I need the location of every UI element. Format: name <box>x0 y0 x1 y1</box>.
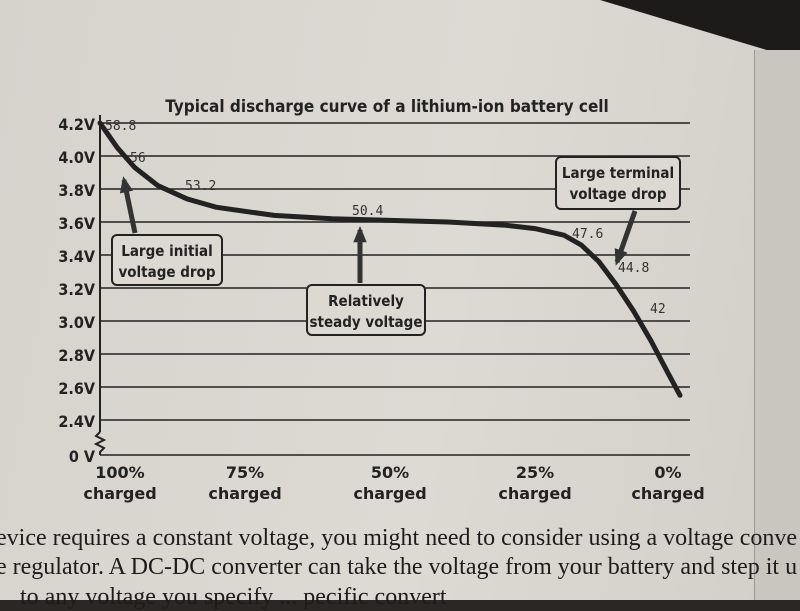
callout-box <box>555 156 681 210</box>
handwritten-note: 58.8 <box>105 119 136 134</box>
callout-text: Relatively <box>328 292 404 310</box>
callout-box <box>306 284 426 336</box>
arrowhead-icon <box>119 176 134 194</box>
handwritten-note: 42 <box>650 302 666 317</box>
axis-break-icon <box>93 431 107 455</box>
x-tick-label: 0% <box>654 463 681 482</box>
x-tick-label: 50% <box>371 463 409 482</box>
y-tick-label: 3.6V <box>58 214 96 233</box>
callout-text: Large initial <box>121 242 213 260</box>
y-tick-label: 2.8V <box>58 346 96 365</box>
y-tick-label: 4.2V <box>58 115 96 134</box>
x-tick-label: 100% <box>95 463 144 482</box>
callout-text: voltage drop <box>118 263 215 281</box>
discharge-curve <box>97 120 683 398</box>
chart-title: Typical discharge curve of a lithium-ion… <box>165 96 609 116</box>
body-text-line-1: evice requires a constant voltage, you m… <box>0 525 798 551</box>
callout-text: steady voltage <box>310 313 423 331</box>
handwritten-note: 53.2 <box>185 179 216 194</box>
x-tick-sublabel: charged <box>498 484 571 503</box>
facing-page-edge <box>754 50 800 600</box>
callout-text: voltage drop <box>569 185 666 203</box>
arrowhead-icon <box>353 226 367 243</box>
body-text-line-2: e regulator. A DC-DC converter can take … <box>0 554 798 580</box>
x-tick-label: 75% <box>226 463 264 482</box>
x-tick-sublabel: charged <box>631 484 704 503</box>
y-tick-label: 2.6V <box>58 379 96 398</box>
x-tick-sublabel: charged <box>353 484 426 503</box>
y-tick-label: 2.4V <box>58 412 96 431</box>
y-tick-label: 3.4V <box>58 247 96 266</box>
y-tick-label: 3.2V <box>58 280 96 299</box>
y-tick-label: 3.8V <box>58 181 96 200</box>
y-tick-label: 0 V <box>69 447 96 466</box>
callout-box <box>111 234 223 286</box>
x-tick-label: 25% <box>516 463 554 482</box>
handwritten-note: 50.4 <box>352 204 383 219</box>
x-tick-sublabel: charged <box>83 484 156 503</box>
handwritten-note: 44.8 <box>618 261 649 276</box>
arrowhead-icon <box>614 248 628 266</box>
y-tick-label: 3.0V <box>58 313 96 332</box>
callout-text: Large terminal <box>562 164 674 182</box>
body-text-line-3: to any voltage you specify ... pecific c… <box>20 584 447 610</box>
handwritten-note: 56 <box>130 151 146 166</box>
y-tick-label: 4.0V <box>58 148 96 167</box>
x-tick-sublabel: charged <box>208 484 281 503</box>
handwritten-note: 47.6 <box>572 227 603 242</box>
